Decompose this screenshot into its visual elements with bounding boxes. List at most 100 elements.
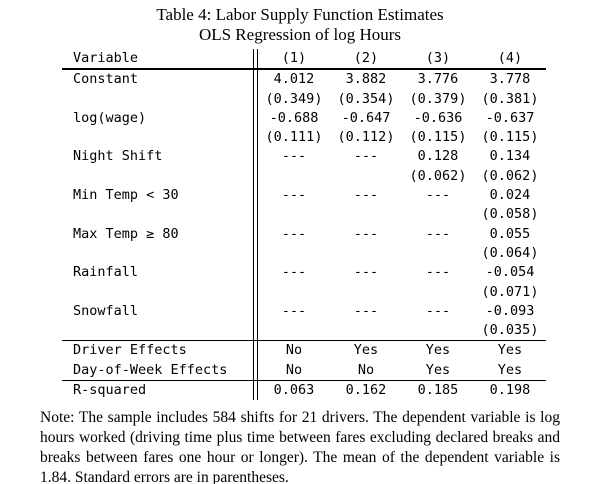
- table-row: Max Temp ≥ 80 --- --- --- 0.055: [62, 225, 546, 244]
- cell-value: [330, 321, 402, 340]
- table-row: Driver Effects No Yes Yes Yes: [62, 340, 546, 360]
- cell-value: (0.058): [481, 206, 539, 223]
- cell-value: [402, 283, 474, 302]
- cell-value: (0.112): [337, 129, 395, 146]
- row-label: [62, 90, 253, 109]
- cell-value: [330, 205, 402, 224]
- table-row: Night Shift --- --- 0.128 0.134: [62, 147, 546, 166]
- row-label: Night Shift: [73, 148, 163, 165]
- table-row: Rainfall --- --- --- -0.054: [62, 263, 546, 282]
- cell-value: [330, 283, 402, 302]
- cell-value: [258, 205, 330, 224]
- table-row: (0.349) (0.354) (0.379) (0.381): [62, 90, 546, 109]
- table-row: (0.064): [62, 244, 546, 263]
- cell-value: [258, 167, 330, 186]
- cell-value: 0.128: [417, 148, 459, 165]
- cell-value: -0.093: [485, 302, 535, 319]
- row-label: Driver Effects: [73, 342, 187, 359]
- row-label: [62, 283, 253, 302]
- cell-value: ---: [353, 302, 379, 319]
- table-body: Constant 4.012 3.882 3.776 3.778 (0.349) (0.35…: [62, 70, 546, 400]
- row-label: [62, 244, 253, 263]
- table-header-row: Variable (1) (2) (3) (4): [62, 49, 546, 71]
- cell-value: -0.688: [269, 109, 319, 126]
- cell-value: ---: [353, 225, 379, 242]
- cell-value: (0.379): [409, 90, 467, 107]
- row-label: Constant: [73, 71, 139, 88]
- cell-value: 0.024: [489, 187, 531, 204]
- cell-value: Yes: [425, 342, 451, 359]
- cell-value: Yes: [353, 342, 379, 359]
- cell-value: (0.071): [481, 283, 539, 300]
- cell-value: ---: [281, 225, 307, 242]
- table-row: R-squared 0.063 0.162 0.185 0.198: [62, 380, 546, 400]
- cell-value: ---: [281, 302, 307, 319]
- cell-value: -0.637: [485, 109, 535, 126]
- cell-value: -0.647: [341, 109, 391, 126]
- row-label: Max Temp ≥ 80: [73, 225, 179, 242]
- cell-value: (0.349): [265, 90, 323, 107]
- cell-value: (0.115): [409, 129, 467, 146]
- row-label: Rainfall: [73, 264, 139, 281]
- cell-value: [330, 167, 402, 186]
- cell-value: [402, 205, 474, 224]
- cell-value: 0.162: [345, 382, 387, 399]
- variable-column-header: Variable: [73, 50, 139, 66]
- cell-value: ---: [281, 264, 307, 281]
- row-label: R-squared: [73, 382, 147, 399]
- cell-value: (0.035): [481, 322, 539, 339]
- cell-value: ---: [425, 264, 451, 281]
- table-row: Constant 4.012 3.882 3.776 3.778: [62, 70, 546, 89]
- cell-value: ---: [353, 264, 379, 281]
- table-row: (0.071): [62, 283, 546, 302]
- cell-value: ---: [425, 225, 451, 242]
- column-header: (2): [353, 50, 379, 66]
- table-row: Day-of-Week Effects No No Yes Yes: [62, 361, 546, 380]
- table-row: (0.062) (0.062): [62, 167, 546, 186]
- column-header: (3): [425, 50, 451, 66]
- row-label: [62, 167, 253, 186]
- cell-value: (0.111): [265, 129, 323, 146]
- table-row: (0.058): [62, 205, 546, 224]
- row-label: Snowfall: [73, 302, 139, 319]
- cell-value: 0.198: [489, 382, 531, 399]
- cell-value: (0.381): [481, 90, 539, 107]
- page-subtitle: OLS Regression of log Hours: [198, 25, 402, 44]
- table-row: log(wage) -0.688 -0.647 -0.636 -0.637: [62, 109, 546, 128]
- cell-value: [402, 244, 474, 263]
- table-row: (0.111) (0.112) (0.115) (0.115): [62, 128, 546, 147]
- cell-value: (0.354): [337, 90, 395, 107]
- cell-value: ---: [353, 187, 379, 204]
- cell-value: (0.062): [409, 167, 467, 184]
- cell-value: 3.776: [417, 71, 459, 88]
- cell-value: 3.882: [345, 71, 387, 88]
- cell-value: 0.185: [417, 382, 459, 399]
- cell-value: 0.134: [489, 148, 531, 165]
- cell-value: 4.012: [273, 71, 315, 88]
- column-header: (4): [497, 50, 523, 66]
- row-label: [62, 321, 253, 340]
- cell-value: (0.115): [481, 129, 539, 146]
- cell-value: No: [285, 342, 303, 359]
- footnote: Note: The sample includes 584 shifts for…: [40, 409, 560, 484]
- table-row: Snowfall --- --- --- -0.093: [62, 302, 546, 321]
- table-row: Min Temp < 30 --- --- --- 0.024: [62, 186, 546, 205]
- row-label: [62, 128, 253, 147]
- cell-value: ---: [425, 302, 451, 319]
- page-title: Table 4: Labor Supply Function Estimates: [156, 5, 444, 24]
- cell-value: [258, 321, 330, 340]
- cell-value: (0.062): [481, 167, 539, 184]
- cell-value: No: [357, 361, 375, 378]
- cell-value: Yes: [497, 361, 523, 378]
- cell-value: [258, 283, 330, 302]
- row-label: log(wage): [73, 109, 147, 126]
- cell-value: [330, 244, 402, 263]
- row-label: Day-of-Week Effects: [73, 361, 228, 378]
- cell-value: [258, 244, 330, 263]
- cell-value: ---: [281, 187, 307, 204]
- table-row: (0.035): [62, 321, 546, 340]
- cell-value: No: [285, 361, 303, 378]
- cell-value: ---: [425, 187, 451, 204]
- table-title-block: Table 4: Labor Supply Function Estimates…: [0, 0, 600, 45]
- cell-value: 3.778: [489, 71, 531, 88]
